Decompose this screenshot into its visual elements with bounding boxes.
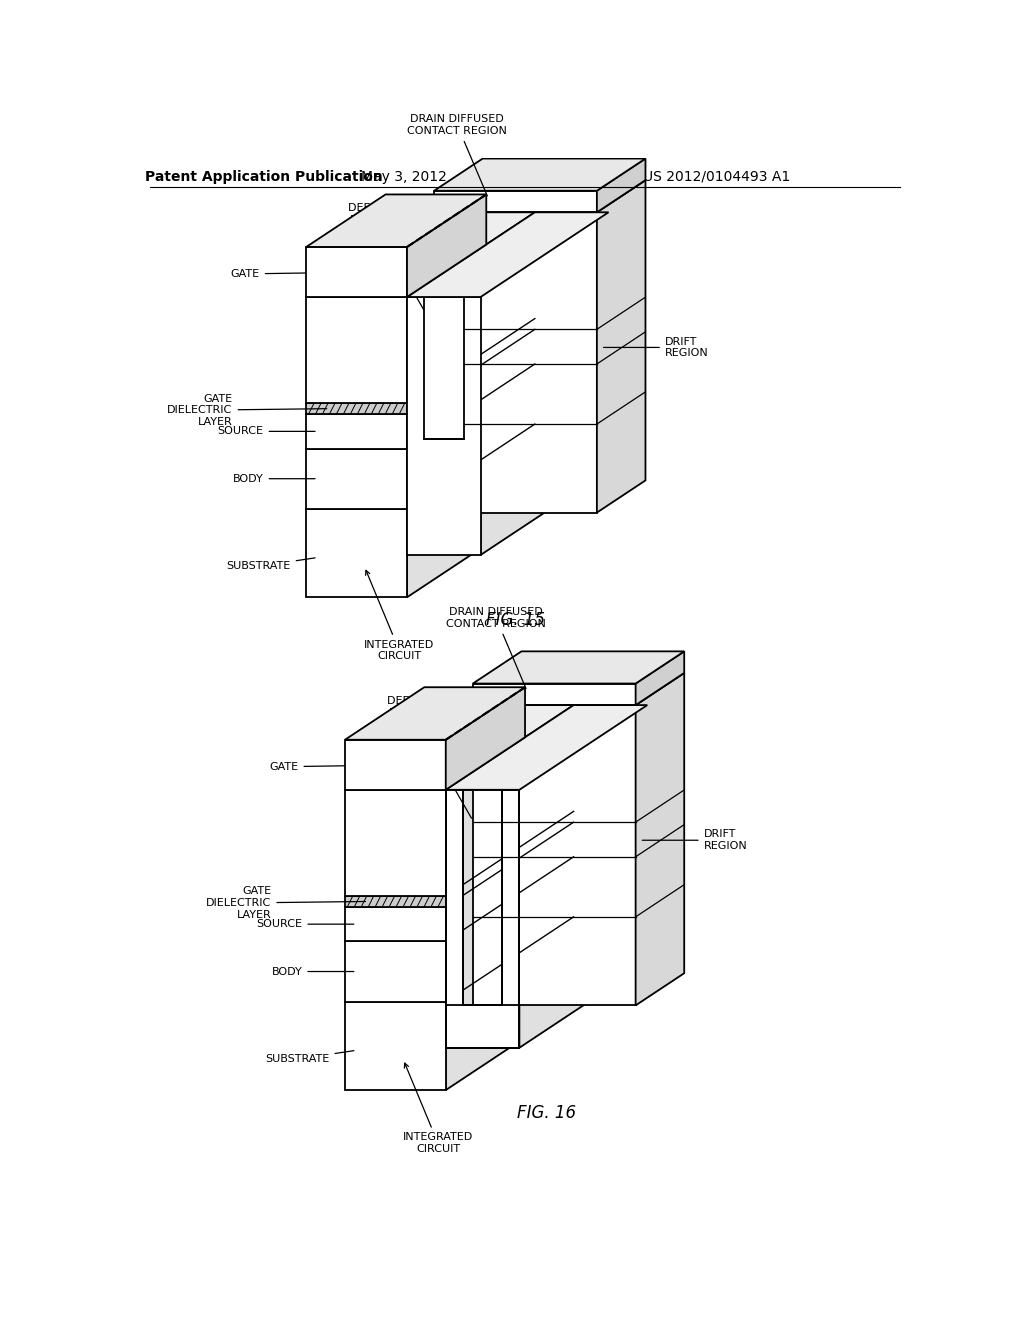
Text: GATE: GATE (230, 269, 346, 279)
Polygon shape (597, 158, 645, 213)
Polygon shape (306, 404, 407, 414)
Polygon shape (345, 896, 445, 907)
Text: May 3, 2012   Sheet 11 of 13: May 3, 2012 Sheet 11 of 13 (360, 170, 562, 183)
Polygon shape (407, 297, 480, 554)
Text: SUBSTRATE: SUBSTRATE (265, 1051, 354, 1064)
Text: INTEGRATED
CIRCUIT: INTEGRATED CIRCUIT (365, 570, 434, 661)
Text: US 2012/0104493 A1: US 2012/0104493 A1 (643, 170, 791, 183)
Polygon shape (473, 705, 636, 1006)
Text: DRAIN DIFFUSED
CONTACT REGION: DRAIN DIFFUSED CONTACT REGION (446, 607, 546, 689)
Polygon shape (473, 673, 684, 705)
Polygon shape (345, 705, 573, 789)
Text: FIG. 16: FIG. 16 (517, 1105, 577, 1122)
Polygon shape (345, 941, 445, 1002)
Text: DRIFT
REGION: DRIFT REGION (603, 337, 709, 358)
Polygon shape (597, 180, 645, 512)
Polygon shape (434, 180, 645, 213)
Text: GATE
DIELECTRIC
LAYER: GATE DIELECTRIC LAYER (206, 887, 366, 920)
Text: BODY: BODY (271, 966, 354, 977)
Polygon shape (345, 1002, 445, 1090)
Polygon shape (306, 449, 407, 508)
Text: SOURCE: SOURCE (256, 919, 354, 929)
Polygon shape (473, 651, 684, 684)
Text: FIG. 15: FIG. 15 (486, 611, 545, 630)
Polygon shape (434, 191, 597, 213)
Polygon shape (345, 789, 445, 896)
Polygon shape (445, 705, 573, 1090)
Polygon shape (345, 688, 525, 739)
Text: SOURCE: SOURCE (218, 426, 315, 437)
Text: SUBSTRATE: SUBSTRATE (226, 558, 315, 572)
Polygon shape (306, 414, 407, 449)
Polygon shape (636, 651, 684, 705)
Polygon shape (407, 194, 486, 297)
Text: BODY: BODY (232, 474, 315, 483)
Polygon shape (480, 213, 608, 554)
Polygon shape (407, 213, 535, 598)
Polygon shape (445, 705, 647, 789)
Polygon shape (407, 213, 608, 297)
Text: DEEP SC
RESURF
TRENCH: DEEP SC RESURF TRENCH (387, 696, 471, 818)
Text: INTEGRATED
CIRCUIT: INTEGRATED CIRCUIT (402, 1063, 473, 1154)
Text: Patent Application Publication: Patent Application Publication (144, 170, 383, 183)
Polygon shape (306, 297, 407, 404)
Text: GATE
DIELECTRIC
LAYER: GATE DIELECTRIC LAYER (167, 393, 327, 426)
Polygon shape (306, 213, 535, 297)
Polygon shape (306, 508, 407, 598)
Polygon shape (434, 158, 645, 191)
Polygon shape (445, 789, 463, 1048)
Polygon shape (473, 684, 636, 705)
Polygon shape (345, 907, 445, 941)
Text: DRIFT
REGION: DRIFT REGION (642, 829, 748, 851)
Polygon shape (445, 1006, 519, 1048)
Text: GATE: GATE (269, 762, 385, 772)
Polygon shape (306, 247, 407, 297)
Polygon shape (636, 673, 684, 1006)
Text: DRAIN DIFFUSED
CONTACT REGION: DRAIN DIFFUSED CONTACT REGION (408, 115, 507, 195)
Polygon shape (445, 688, 525, 789)
Polygon shape (434, 213, 597, 512)
Polygon shape (345, 739, 445, 789)
Polygon shape (424, 297, 464, 440)
Polygon shape (306, 194, 486, 247)
Polygon shape (503, 789, 519, 1048)
Polygon shape (519, 705, 647, 1048)
Text: DEEP SC
RESURF
TRENCH: DEEP SC RESURF TRENCH (348, 203, 433, 326)
